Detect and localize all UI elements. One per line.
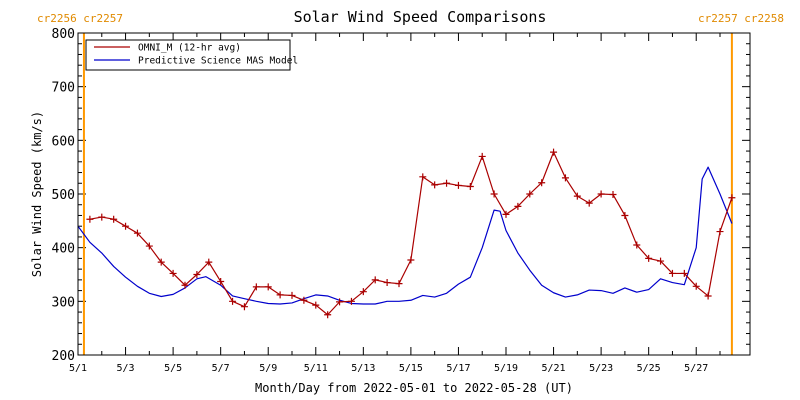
- data-point-marker: [668, 269, 676, 277]
- y-tick-label: 200: [52, 349, 75, 364]
- data-point-marker: [431, 181, 439, 189]
- y-tick-label: 700: [52, 81, 75, 96]
- data-point-marker: [728, 194, 736, 202]
- x-tick-label: 5/9: [259, 363, 277, 374]
- data-point-marker: [573, 192, 581, 200]
- data-point-marker: [704, 292, 712, 300]
- data-point-marker: [561, 174, 569, 182]
- y-tick-label: 300: [52, 295, 75, 310]
- x-tick-label: 5/21: [542, 363, 566, 374]
- data-point-marker: [312, 301, 320, 309]
- x-tick-label: 5/7: [212, 363, 230, 374]
- legend: OMNI_M (12-hr avg) Predictive Science MA…: [85, 39, 298, 71]
- data-point-marker: [466, 182, 474, 190]
- data-point-marker: [597, 190, 605, 198]
- data-point-marker: [633, 241, 641, 249]
- y-tick-label: 400: [52, 242, 75, 257]
- data-point-marker: [514, 202, 522, 210]
- y-tick-label: 800: [52, 27, 75, 42]
- data-point-marker: [264, 283, 272, 291]
- data-point-marker: [336, 298, 344, 306]
- series-line: [78, 166, 733, 305]
- y-axis-ticks: 200 300 400 500 600 700 800: [52, 27, 750, 364]
- data-point-marker: [585, 199, 593, 207]
- data-point-marker: [229, 297, 237, 305]
- data-point-marker: [609, 191, 617, 199]
- x-tick-label: 5/5: [164, 363, 182, 374]
- data-point-marker: [371, 276, 379, 284]
- plot-frame: [77, 32, 751, 356]
- x-axis-label: Month/Day from 2022-05-01 to 2022-05-28 …: [255, 381, 573, 395]
- data-point-marker: [252, 283, 260, 291]
- data-point-marker: [276, 291, 284, 299]
- legend-mas-label: Predictive Science MAS Model: [138, 56, 298, 67]
- data-point-marker: [133, 229, 141, 237]
- data-point-marker: [478, 152, 486, 160]
- data-point-marker: [443, 179, 451, 187]
- data-point-marker: [300, 296, 308, 304]
- x-tick-label: 5/15: [399, 363, 423, 374]
- data-point-marker: [240, 303, 248, 311]
- legend-box: [85, 39, 291, 71]
- data-point-marker: [538, 179, 546, 187]
- data-point-marker: [324, 311, 332, 319]
- data-point-marker: [193, 271, 201, 278]
- carrington-label-right: cr2257 cr2258: [698, 12, 784, 25]
- data-point-marker: [692, 282, 700, 290]
- data-point-marker: [395, 280, 403, 288]
- data-point-marker: [98, 213, 106, 221]
- x-tick-label: 5/11: [304, 363, 328, 374]
- x-tick-label: 5/3: [117, 363, 135, 374]
- data-point-marker: [169, 269, 177, 277]
- y-tick-label: 600: [52, 134, 75, 149]
- data-point-marker: [407, 256, 415, 264]
- x-axis-ticks: 5/1 5/3 5/5 5/7 5/9 5/11 5/13 5/15 5/17 5/19 5/21 5…: [69, 33, 721, 374]
- data-point-marker: [490, 190, 498, 198]
- data-point-marker: [550, 148, 558, 156]
- data-point-marker: [157, 258, 165, 266]
- legend-omni-label: OMNI_M (12-hr avg): [138, 43, 241, 54]
- data-point-marker: [122, 222, 130, 230]
- data-point-marker: [645, 254, 653, 262]
- x-tick-label: 5/17: [446, 363, 470, 374]
- data-point-marker: [621, 211, 629, 219]
- data-point-marker: [110, 215, 118, 223]
- data-point-marker: [205, 258, 213, 266]
- data-point-marker: [502, 210, 510, 218]
- x-tick-label: 5/27: [684, 363, 708, 374]
- data-point-marker: [680, 269, 688, 277]
- x-tick-label: 5/13: [351, 363, 375, 374]
- data-point-marker: [217, 277, 225, 285]
- data-point-marker: [454, 181, 462, 189]
- data-point-marker: [383, 279, 391, 287]
- series-mas-model: [78, 166, 733, 305]
- data-point-marker: [145, 242, 153, 250]
- x-tick-label: 5/1: [69, 363, 87, 374]
- data-point-marker: [288, 291, 296, 299]
- data-point-marker: [526, 190, 534, 198]
- data-point-marker: [419, 173, 427, 181]
- carrington-label-left: cr2256 cr2257: [37, 12, 123, 25]
- x-tick-label: 5/19: [494, 363, 518, 374]
- data-point-marker: [347, 297, 355, 305]
- series-omni: [86, 148, 736, 319]
- carrington-boundaries: [82, 33, 733, 355]
- x-tick-label: 5/23: [589, 363, 613, 374]
- data-point-marker: [181, 281, 189, 289]
- y-tick-label: 500: [52, 188, 75, 203]
- data-point-marker: [657, 257, 665, 265]
- data-point-marker: [86, 215, 94, 223]
- y-axis-label: Solar Wind Speed (km/s): [30, 111, 44, 277]
- chart-title: Solar Wind Speed Comparisons: [294, 8, 547, 26]
- data-point-marker: [716, 228, 724, 236]
- x-tick-label: 5/25: [637, 363, 661, 374]
- data-point-marker: [359, 288, 367, 296]
